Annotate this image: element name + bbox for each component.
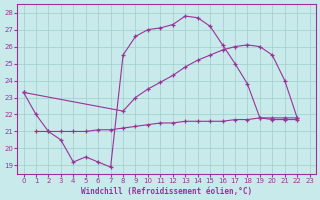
X-axis label: Windchill (Refroidissement éolien,°C): Windchill (Refroidissement éolien,°C) <box>81 187 252 196</box>
